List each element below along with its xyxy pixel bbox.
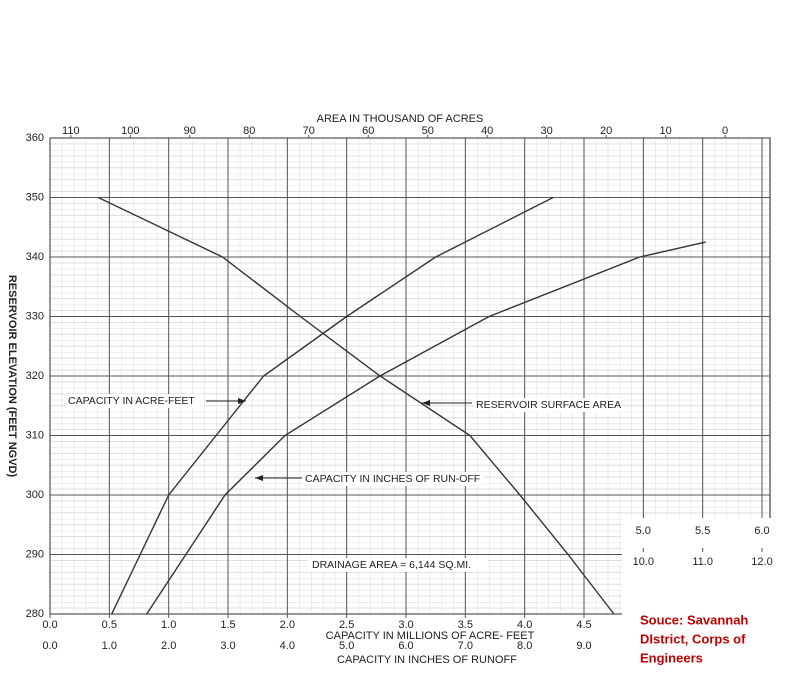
- x2-tick-label: 4.0: [280, 640, 295, 652]
- x-tick-label: 3.5: [458, 619, 473, 631]
- x-tick-label: 4.0: [517, 619, 532, 631]
- y-tick-label: 310: [26, 429, 44, 441]
- x2-tick-label: 10.0: [633, 556, 654, 568]
- x3-tick-label: 80: [243, 125, 255, 137]
- x3-tick-label: 50: [422, 125, 434, 137]
- y-tick-label: 330: [26, 310, 44, 322]
- arrow-head: [238, 398, 246, 404]
- x2-tick-label: 6.0: [398, 640, 413, 652]
- x-tick-label: 2.0: [280, 619, 295, 631]
- series-label: CAPACITY IN ACRE-FEET: [68, 395, 195, 407]
- x-tick-label: 5.5: [695, 525, 710, 537]
- y-tick-label: 320: [26, 370, 44, 382]
- arrow-head: [422, 400, 430, 406]
- x-tick-label: 0.0: [42, 619, 57, 631]
- x-tick-label: 1.5: [220, 619, 235, 631]
- x-tick-label: 6.0: [754, 525, 769, 537]
- source-note: Engineers: [640, 650, 703, 665]
- x3-tick-label: 40: [481, 125, 493, 137]
- x2-tick-label: 8.0: [517, 640, 532, 652]
- x3-tick-label: 90: [184, 125, 196, 137]
- x-tick-label: 5.0: [636, 525, 651, 537]
- y-tick-label: 350: [26, 191, 44, 203]
- x3-tick-label: 100: [121, 125, 139, 137]
- x3-tick-label: 10: [660, 125, 672, 137]
- x3-tick-label: 30: [541, 125, 553, 137]
- x2-tick-label: 12.0: [751, 556, 772, 568]
- y-axis-title: RESERVOIR ELEVATION (FEET NGVD): [6, 275, 18, 478]
- note-bg: [308, 558, 488, 572]
- y-tick-label: 280: [26, 608, 44, 620]
- x2-tick-label: 2.0: [161, 640, 176, 652]
- source-note: DIstrict, Corps of: [640, 631, 746, 646]
- x-tick-label: 4.5: [576, 619, 591, 631]
- x2-tick-label: 3.0: [220, 640, 235, 652]
- x3-tick-label: 60: [362, 125, 374, 137]
- x2-tick-label: 11.0: [692, 556, 713, 568]
- label-bg: [474, 398, 622, 412]
- x-tick-label: 3.0: [398, 619, 413, 631]
- y-tick-label: 300: [26, 489, 44, 501]
- x2-tick-label: 7.0: [458, 640, 473, 652]
- arrow-head: [255, 475, 263, 481]
- label-box: [622, 518, 800, 618]
- label-bg: [66, 394, 204, 408]
- x-tick-label: 0.5: [102, 619, 117, 631]
- x-tick-label: 1.0: [161, 619, 176, 631]
- top-axis-title: AREA IN THOUSAND OF ACRES: [317, 113, 484, 125]
- label-bg: [303, 472, 483, 486]
- x-axis-title: CAPACITY IN MILLIONS OF ACRE- FEET: [326, 630, 535, 642]
- x3-tick-label: 70: [303, 125, 315, 137]
- y-tick-label: 290: [26, 548, 44, 560]
- note: DRAINAGE AREA = 6,144 SQ.MI.: [312, 559, 471, 571]
- x3-tick-label: 0: [722, 125, 728, 137]
- x-tick-label: 2.5: [339, 619, 354, 631]
- x2-tick-label: 0.0: [42, 640, 57, 652]
- y-tick-label: 340: [26, 251, 44, 263]
- series-line: [111, 196, 554, 615]
- x2-axis-title: CAPACITY IN INCHES OF RUNOFF: [337, 654, 517, 666]
- x2-tick-label: 5.0: [339, 640, 354, 652]
- x3-tick-label: 110: [62, 125, 80, 137]
- y-tick-label: 360: [26, 132, 44, 144]
- x2-tick-label: 9.0: [576, 640, 591, 652]
- series-line: [97, 196, 615, 615]
- series-label: CAPACITY IN INCHES OF RUN-OFF: [305, 473, 480, 485]
- x2-tick-label: 1.0: [102, 640, 117, 652]
- source-note: Souce: Savannah: [640, 612, 748, 627]
- series-label: RESERVOIR SURFACE AREA: [476, 399, 621, 411]
- x3-tick-label: 20: [600, 125, 612, 137]
